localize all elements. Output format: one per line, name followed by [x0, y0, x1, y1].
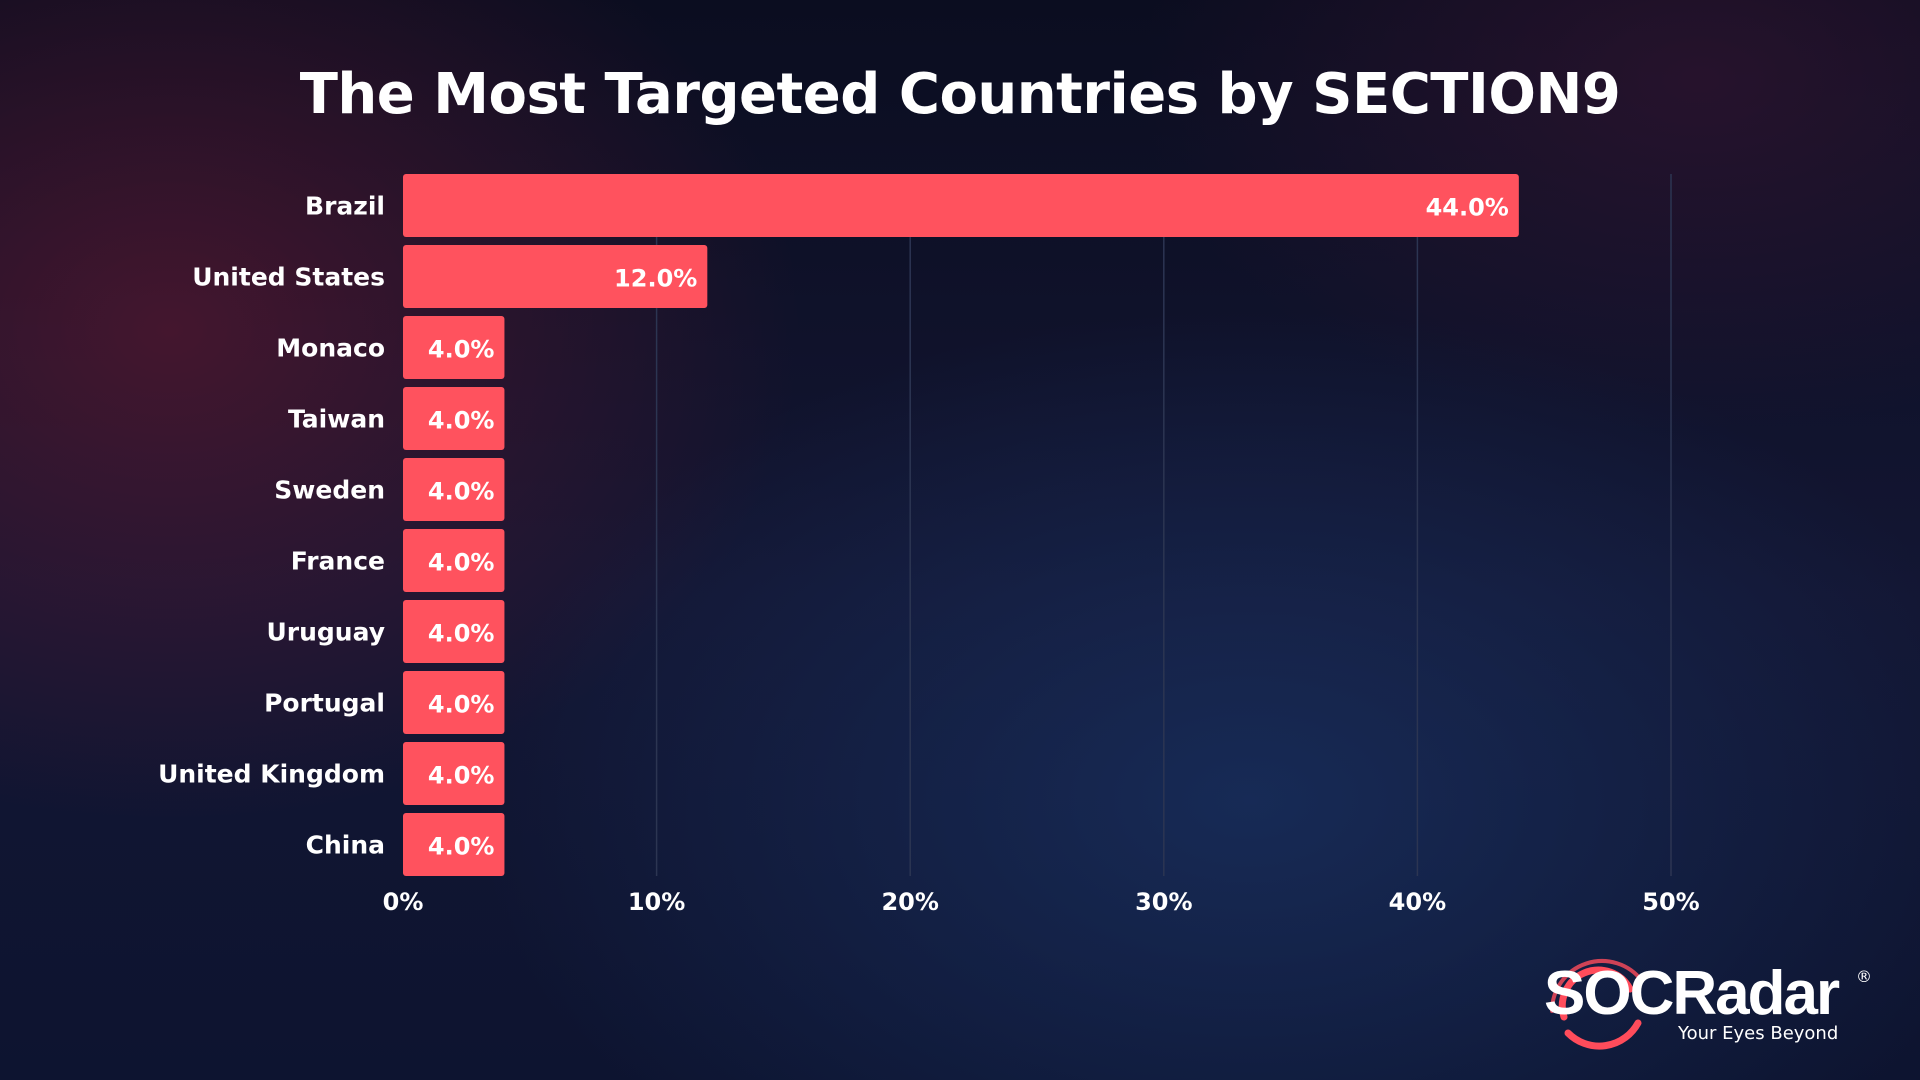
x-tick-label: 0% [383, 888, 424, 916]
value-label: 4.0% [428, 620, 495, 648]
bar-brazil [403, 174, 1519, 237]
x-tick-label: 20% [881, 888, 938, 916]
logo-tagline: Your Eyes Beyond [1678, 1023, 1839, 1044]
x-tick-label: 10% [628, 888, 685, 916]
category-label: Taiwan [288, 405, 385, 434]
chart-title: The Most Targeted Countries by SECTION9 [299, 62, 1621, 127]
value-label: 12.0% [614, 265, 697, 293]
category-label: Uruguay [266, 618, 385, 647]
value-label: 4.0% [428, 549, 495, 577]
value-label: 4.0% [428, 336, 495, 364]
radar-arcs-icon [1550, 959, 1644, 1050]
category-label: United States [192, 263, 385, 292]
category-label: Sweden [274, 476, 385, 505]
bar-france [403, 529, 505, 592]
x-tick-label: 50% [1642, 888, 1699, 916]
value-label: 44.0% [1426, 194, 1509, 222]
category-label: Monaco [276, 334, 385, 363]
bar-united-states [403, 245, 708, 308]
category-label: Brazil [305, 192, 385, 221]
category-label: United Kingdom [158, 760, 385, 789]
socradar-logo: SOCRadar ® Your Eyes Beyond [1538, 945, 1878, 1055]
logo-wordmark: SOCRadar [1544, 959, 1840, 1028]
value-label: 4.0% [428, 691, 495, 719]
category-label: France [291, 547, 385, 576]
x-tick-label: 40% [1389, 888, 1446, 916]
bars [403, 174, 1519, 876]
bar-portugal [403, 671, 505, 734]
bar-uruguay [403, 600, 505, 663]
bar-sweden [403, 458, 505, 521]
category-label: Portugal [264, 689, 385, 718]
grid-lines [655, 174, 1672, 876]
bar-china [403, 813, 505, 876]
value-label: 4.0% [428, 407, 495, 435]
value-label: 4.0% [428, 833, 495, 861]
bar-taiwan [403, 387, 505, 450]
x-tick-label: 30% [1135, 888, 1192, 916]
value-label: 4.0% [428, 478, 495, 506]
bar-monaco [403, 316, 505, 379]
labels: 0% 10% 20% 30% 40% 50% Brazil 44.0% United State… [158, 192, 1700, 917]
value-label: 4.0% [428, 762, 495, 790]
registered-mark: ® [1856, 967, 1872, 986]
category-label: China [306, 831, 385, 860]
bar-united-kingdom [403, 742, 505, 805]
